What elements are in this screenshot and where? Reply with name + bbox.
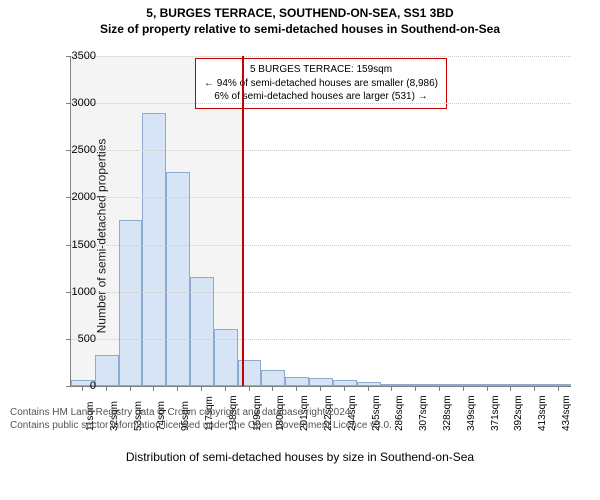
x-tick-mark <box>463 386 464 391</box>
histogram-bar <box>95 355 119 386</box>
gridline <box>71 245 571 246</box>
y-tick-label: 2000 <box>56 191 96 203</box>
gridline <box>71 197 571 198</box>
histogram-bar <box>142 113 166 386</box>
x-tick-mark <box>439 386 440 391</box>
x-tick-mark <box>249 386 250 391</box>
x-tick-mark <box>201 386 202 391</box>
y-tick-label: 0 <box>56 380 96 392</box>
footer: Contains HM Land Registry data © Crown c… <box>0 406 600 432</box>
annotation-line-2: ← 94% of semi-detached houses are smalle… <box>204 77 438 91</box>
x-tick-mark <box>534 386 535 391</box>
y-tick-label: 3500 <box>56 50 96 62</box>
histogram-bar <box>166 172 190 386</box>
histogram-bar <box>285 377 309 386</box>
annotation-line-1: 5 BURGES TERRACE: 159sqm <box>204 63 438 77</box>
x-tick-mark <box>130 386 131 391</box>
footer-line-2: Contains public sector information licen… <box>10 419 600 432</box>
x-tick-mark <box>153 386 154 391</box>
y-tick-label: 1000 <box>56 286 96 298</box>
title-sub: Size of property relative to semi-detach… <box>0 22 600 36</box>
subject-marker-line <box>242 56 244 386</box>
x-tick-mark <box>391 386 392 391</box>
x-tick-mark <box>177 386 178 391</box>
x-tick-mark <box>272 386 273 391</box>
x-tick-mark <box>510 386 511 391</box>
histogram-bar <box>190 277 214 386</box>
y-tick-label: 500 <box>56 333 96 345</box>
chart-titles: 5, BURGES TERRACE, SOUTHEND-ON-SEA, SS1 … <box>0 0 600 36</box>
gridline <box>71 103 571 104</box>
x-tick-mark <box>487 386 488 391</box>
chart: Number of semi-detached properties 5 BUR… <box>0 36 600 436</box>
footer-line-1: Contains HM Land Registry data © Crown c… <box>10 406 600 419</box>
y-tick-label: 3000 <box>56 97 96 109</box>
title-main: 5, BURGES TERRACE, SOUTHEND-ON-SEA, SS1 … <box>0 6 600 20</box>
gridline <box>71 292 571 293</box>
y-tick-label: 1500 <box>56 239 96 251</box>
gridline <box>71 150 571 151</box>
plot-area: 5 BURGES TERRACE: 159sqm ← 94% of semi-d… <box>70 56 571 387</box>
x-tick-mark <box>415 386 416 391</box>
x-tick-mark <box>368 386 369 391</box>
x-tick-mark <box>296 386 297 391</box>
x-tick-mark <box>344 386 345 391</box>
x-axis-title: Distribution of semi-detached houses by … <box>0 450 600 464</box>
histogram-bar <box>261 370 285 386</box>
x-tick-mark <box>320 386 321 391</box>
histogram-bar <box>309 378 333 386</box>
annotation-box: 5 BURGES TERRACE: 159sqm ← 94% of semi-d… <box>195 58 447 109</box>
x-tick-mark <box>225 386 226 391</box>
x-tick-mark <box>558 386 559 391</box>
y-tick-label: 2500 <box>56 144 96 156</box>
annotation-line-3: 6% of semi-detached houses are larger (5… <box>204 90 438 104</box>
x-tick-mark <box>106 386 107 391</box>
gridline <box>71 339 571 340</box>
gridline <box>71 56 571 57</box>
